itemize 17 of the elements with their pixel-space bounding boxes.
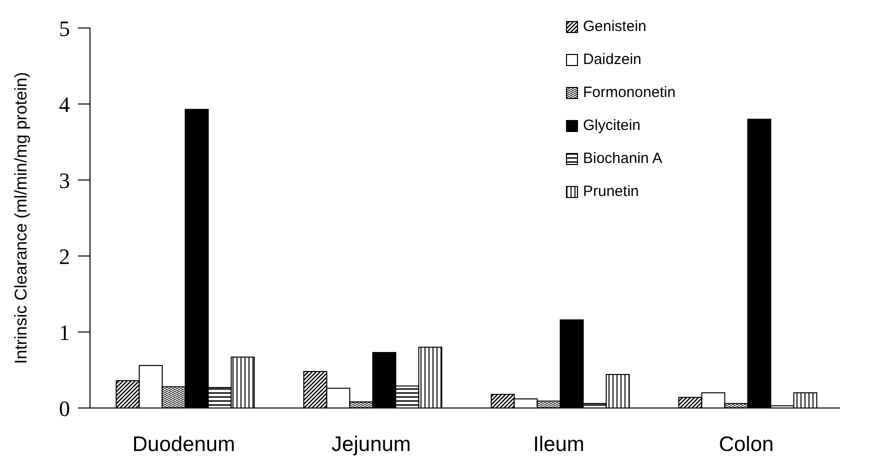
- y-tick-label: 5: [59, 16, 70, 41]
- y-axis-title: Intrinsic Clearance (ml/min/mg protein): [11, 72, 30, 364]
- x-tick-label: Duodenum: [132, 432, 236, 456]
- legend-label: Prunetin: [583, 182, 639, 202]
- legend-label: Glycitein: [583, 116, 641, 136]
- x-tick-label: Ileum: [533, 432, 584, 456]
- legend-label: Genistein: [583, 16, 646, 36]
- y-tick-label: 4: [59, 92, 70, 117]
- legend-label: Formononetin: [583, 82, 676, 102]
- legend-label: Biochanin A: [583, 148, 662, 168]
- legend-label: Daidzein: [583, 50, 642, 70]
- x-tick-label: Colon: [718, 432, 774, 456]
- y-tick-label: 2: [59, 244, 70, 269]
- y-tick-label: 3: [59, 168, 70, 193]
- x-tick-label: Jejunum: [332, 432, 411, 456]
- y-tick-label: 1: [59, 320, 70, 345]
- y-tick-label: 0: [59, 396, 70, 421]
